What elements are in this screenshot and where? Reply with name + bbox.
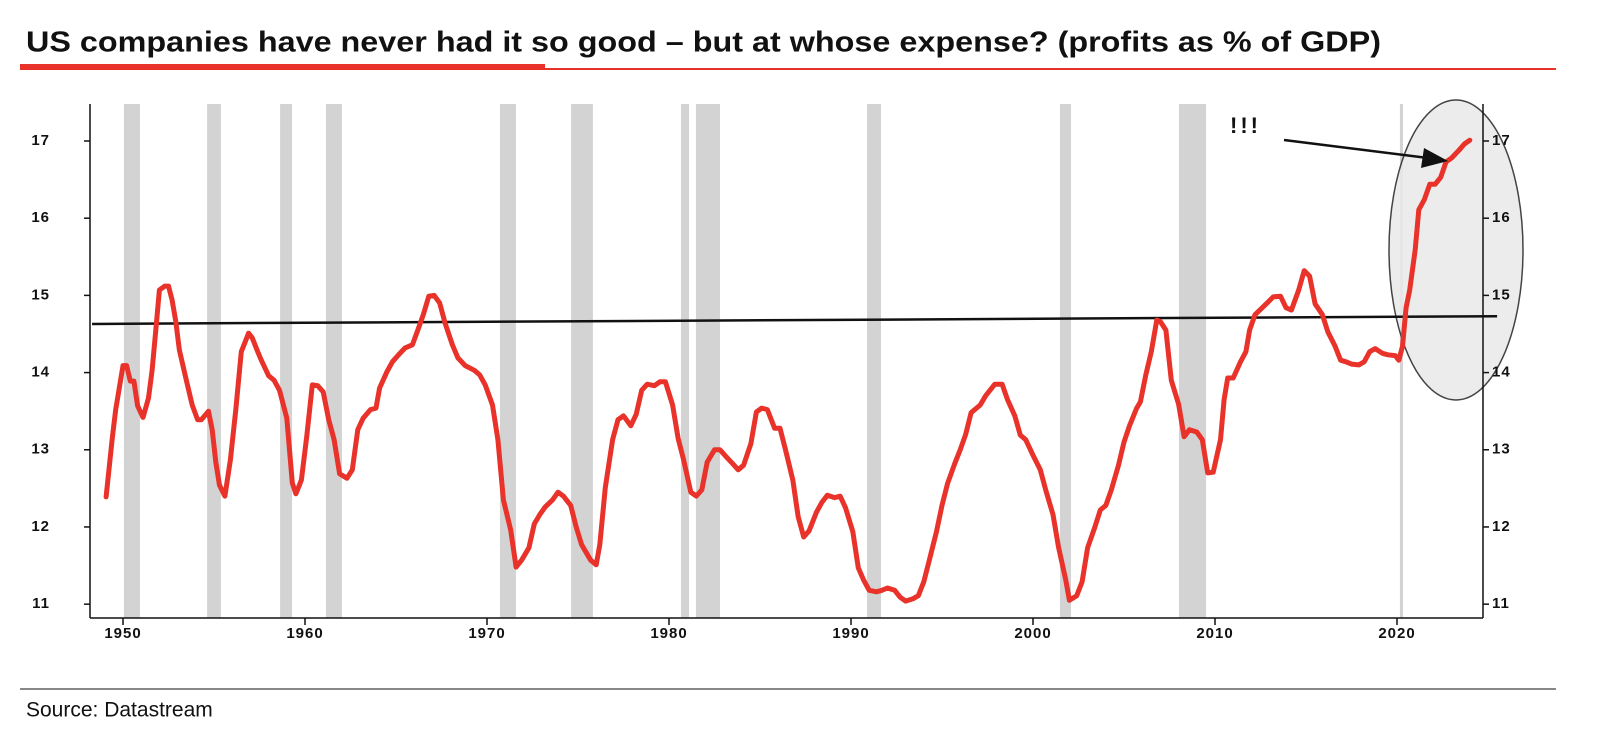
x-tick-label: 1990 (832, 625, 869, 642)
y-tick-label: 17 (31, 132, 50, 149)
annotation: !!! (1230, 113, 1261, 138)
y2-tick-label: 17 (1492, 132, 1511, 149)
y2-tick-label: 11 (1492, 595, 1510, 612)
y-tick-label: 16 (31, 209, 50, 226)
arrow-head (1421, 148, 1448, 168)
annotation-arrow (1283, 138, 1429, 160)
recession-band (681, 104, 690, 618)
recession-band (867, 104, 882, 618)
recession-band (1178, 104, 1207, 618)
y2-tick-label: 16 (1492, 209, 1511, 226)
x-tick-label: 1980 (650, 625, 687, 642)
trend-line (92, 314, 1498, 326)
y-tick-label: 14 (31, 364, 50, 381)
chart-title: US companies have never had it so good –… (26, 27, 1381, 59)
recession-band (571, 104, 593, 618)
recession-band (1059, 104, 1072, 618)
recession-band (207, 104, 221, 618)
y2-tick-label: 12 (1492, 518, 1511, 535)
plot-area: 11 11 12 12 13 13 14 14 15 15 16 16 17 17 1950 1960 1970… (31, 99, 1524, 642)
y2-tick-label: 13 (1492, 441, 1511, 458)
x-tick-label: 1970 (468, 625, 505, 642)
x-tick-label: 1950 (104, 625, 141, 642)
y2-tick-label: 15 (1492, 286, 1511, 303)
y-tick-label: 15 (31, 286, 50, 303)
y2-tick-label: 14 (1492, 364, 1511, 381)
y-tick-label: 13 (31, 441, 50, 458)
recession-band (123, 104, 140, 618)
source: Source: Datastream (26, 699, 213, 722)
recession-band (280, 104, 293, 618)
recession-band (695, 104, 720, 618)
recession-band (1399, 104, 1404, 618)
x-tick-label: 2020 (1378, 625, 1415, 642)
y-tick-label: 12 (31, 518, 50, 535)
recession-band (325, 104, 342, 618)
series-line (103, 137, 1473, 604)
x-tick-label: 2000 (1014, 625, 1051, 642)
x-tick-label: 2010 (1196, 625, 1233, 642)
x-tick-label: 1960 (286, 625, 323, 642)
highlight-ellipse (1388, 99, 1524, 401)
y-tick-label: 11 (32, 595, 50, 612)
